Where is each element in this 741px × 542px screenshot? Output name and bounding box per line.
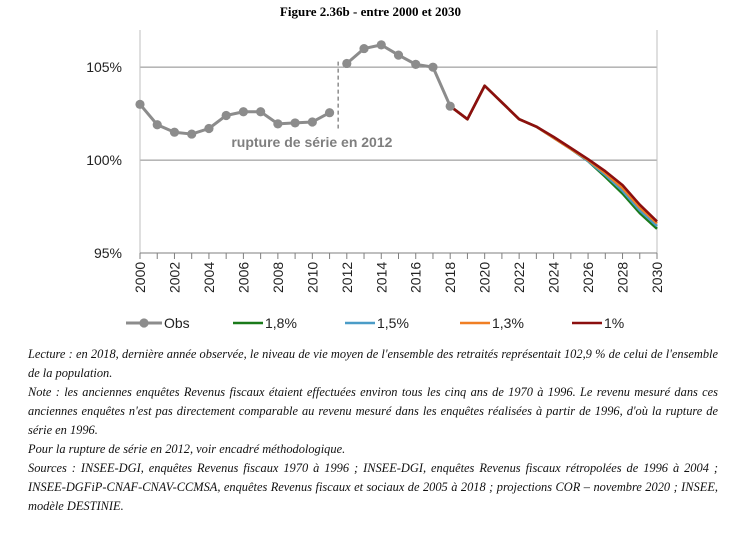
obs-point-2018 <box>445 101 455 111</box>
legend-marker <box>139 318 149 328</box>
obs-point-2004 <box>204 123 214 134</box>
note-methodology: Note : les anciennes enquêtes Revenus fi… <box>28 385 718 437</box>
figure-title: Figure 2.36b - entre 2000 et 2030 <box>279 4 462 19</box>
note-rupture: Pour la rupture de série en 2012, voir e… <box>28 442 346 456</box>
y-tick-label: 105% <box>86 59 122 75</box>
x-tick-label: 2016 <box>408 262 424 293</box>
obs-point-2013 <box>359 43 369 54</box>
x-tick-label: 2028 <box>615 262 631 293</box>
series-break-annotation: rupture de série en 2012 <box>231 134 392 150</box>
obs-point-2008 <box>273 119 283 129</box>
obs-point-2001 <box>152 120 162 130</box>
obs-point-2011 <box>324 108 335 118</box>
legend-item-1,8%: 1,8% <box>233 315 297 331</box>
series-markers <box>135 40 455 139</box>
y-tick-label: 95% <box>94 245 122 261</box>
obs-point-2007 <box>256 107 266 117</box>
legend-label: Obs <box>164 315 190 331</box>
x-axis: 2000 2002 2004 2006 2008 2010 2012 2014 2016 2018… <box>132 252 665 293</box>
series-lines <box>138 43 658 230</box>
obs-point-2005 <box>221 110 231 121</box>
legend-label: 1,5% <box>377 315 409 331</box>
series-line-1% <box>449 84 658 223</box>
legend-item-Obs: Obs <box>126 315 190 331</box>
obs-point-2003 <box>187 129 197 139</box>
x-tick-label: 2012 <box>339 262 355 293</box>
obs-point-2002 <box>169 127 180 137</box>
obs-point-2016 <box>411 59 421 69</box>
series-line-1,3% <box>449 84 658 225</box>
x-tick-label: 2008 <box>270 262 286 293</box>
obs-point-2015 <box>393 50 404 60</box>
x-tick-label: 2010 <box>304 262 320 293</box>
x-tick-label: 2014 <box>373 262 389 293</box>
obs-point-2017 <box>428 62 438 72</box>
y-tick-label: 100% <box>86 152 122 168</box>
legend-label: 1,3% <box>492 315 524 331</box>
series-line-obs-segment-1 <box>138 103 331 136</box>
legend-label: 1,8% <box>265 315 297 331</box>
obs-point-2006 <box>238 107 248 117</box>
note-sources: Sources : INSEE-DGI, enquêtes Revenus fi… <box>28 461 718 513</box>
obs-point-2010 <box>307 117 317 127</box>
obs-point-2009 <box>290 118 300 128</box>
legend-item-1,5%: 1,5% <box>345 315 409 331</box>
obs-point-2000 <box>135 99 145 109</box>
y-axis-ticks: 95% 100% 105% <box>86 59 122 261</box>
x-tick-label: 2002 <box>166 262 182 293</box>
x-tick-label: 2004 <box>201 262 217 293</box>
figure-notes: Lecture : en 2018, dernière année observ… <box>28 345 718 516</box>
line-chart: 95% 100% 105% 2000 2002 2004 2006 2008 2010 2012… <box>86 30 665 331</box>
x-tick-label: 2026 <box>580 262 596 293</box>
x-tick-label: 2000 <box>132 262 148 293</box>
x-tick-label: 2020 <box>477 262 493 293</box>
legend-label: 1% <box>604 315 624 331</box>
x-tick-label: 2006 <box>235 262 251 293</box>
obs-point-2012 <box>342 58 352 69</box>
series-line-1,8% <box>449 84 658 230</box>
legend-item-1%: 1% <box>572 315 624 331</box>
x-tick-label: 2024 <box>546 262 562 293</box>
legend-item-1,3%: 1,3% <box>460 315 524 331</box>
x-tick-label: 2030 <box>649 262 665 293</box>
note-lecture: Lecture : en 2018, dernière année observ… <box>28 347 718 380</box>
x-tick-label: 2018 <box>442 262 458 293</box>
series-line-1,5% <box>449 84 658 228</box>
obs-point-2014 <box>376 40 386 50</box>
x-tick-label: 2022 <box>511 262 527 293</box>
legend: Obs 1,8% 1,5% 1,3% 1% <box>126 315 624 331</box>
grid-lines <box>139 30 658 254</box>
